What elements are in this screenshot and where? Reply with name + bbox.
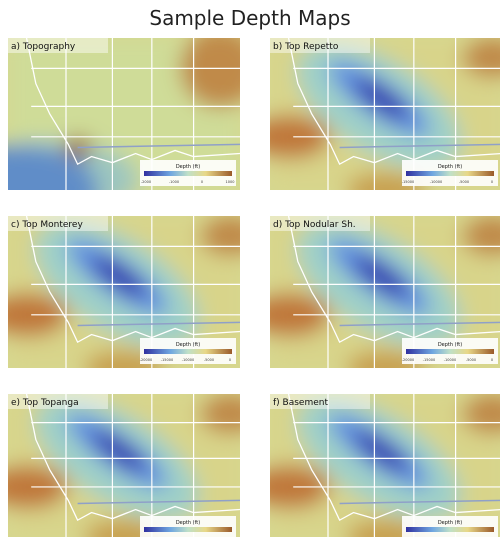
- legend-title: Depth (ft): [176, 342, 200, 348]
- legend-title: Depth (ft): [438, 164, 462, 170]
- label-bg: [8, 216, 108, 231]
- legend-tick-label: -1000: [169, 180, 179, 184]
- depth-map: e) Top Topanga Depth (ft): [8, 394, 240, 537]
- map-field: [8, 38, 240, 190]
- legend-title: Depth (ft): [438, 520, 462, 526]
- legend-tick-label: -10000: [430, 180, 442, 184]
- legend-tick-label: 0: [491, 358, 493, 362]
- panel-label: f) Basement: [273, 398, 328, 408]
- high-east: [200, 394, 240, 434]
- legend-tick-label: -20000: [140, 358, 152, 362]
- legend-tick-label: 0: [201, 180, 203, 184]
- transect: [339, 321, 500, 327]
- colorbar: [406, 349, 494, 354]
- transect: [339, 499, 500, 505]
- legend-tick-label: -10000: [444, 358, 456, 362]
- legend-tick-label: 1000: [226, 180, 235, 184]
- mountains: [180, 38, 240, 108]
- label-bg: [270, 394, 370, 409]
- map-field: [270, 394, 500, 537]
- legend-title: Depth (ft): [176, 164, 200, 170]
- colorbar: [144, 171, 232, 176]
- panel-label: b) Top Repetto: [273, 42, 339, 52]
- deep: [92, 430, 147, 472]
- shelf: [8, 140, 138, 190]
- coastline: [287, 394, 500, 522]
- legend-tick-label: -5000: [204, 358, 214, 362]
- deep: [92, 256, 147, 298]
- colorbar: [144, 349, 232, 354]
- legend-tick-label: -20000: [402, 358, 414, 362]
- depth-map: a) Topography Depth (ft) -2000 -1000 0 1000: [8, 38, 240, 190]
- colorbar: [406, 171, 494, 176]
- label-bg: [270, 216, 370, 231]
- colorbar: [144, 527, 232, 532]
- label-bg: [8, 394, 108, 409]
- coastline: [25, 394, 240, 522]
- transect: [77, 143, 240, 149]
- legend-tick-label: -15000: [423, 358, 435, 362]
- deep: [354, 256, 409, 298]
- transect: [77, 321, 240, 327]
- legend-tick-label: -15000: [161, 358, 173, 362]
- depth-map: c) Top Monterey Depth (ft) -20000 -15000 -10…: [8, 216, 240, 368]
- coastline: [287, 38, 500, 166]
- coastline: [25, 38, 240, 166]
- deep: [354, 78, 409, 120]
- panel-label: e) Top Topanga: [11, 398, 79, 408]
- coastline: [25, 216, 240, 344]
- panel-label: c) Top Monterey: [11, 220, 83, 230]
- transect: [339, 143, 500, 149]
- legend-title: Depth (ft): [438, 342, 462, 348]
- depth-map: b) Top Repetto Depth (ft) -15000 -10000 -500…: [270, 38, 500, 190]
- panel-label: d) Top Nodular Sh.: [273, 220, 356, 230]
- high-east: [462, 394, 500, 434]
- label-bg: [8, 38, 108, 53]
- depth-map: f) Basement Depth (ft): [270, 394, 500, 537]
- map-field: [270, 38, 500, 190]
- legend-tick-label: 0: [229, 358, 231, 362]
- figure-title: Sample Depth Maps: [149, 6, 351, 30]
- legend-tick-label: -15000: [402, 180, 414, 184]
- map-field: [8, 394, 240, 537]
- transect: [77, 499, 240, 505]
- depth-map: d) Top Nodular Sh. Depth (ft) -20000 -15000…: [270, 216, 500, 368]
- label-bg: [270, 38, 370, 53]
- coastline: [287, 216, 500, 344]
- deep: [354, 430, 409, 472]
- colorbar: [406, 527, 494, 532]
- legend-tick-label: -5000: [459, 180, 469, 184]
- legend-title: Depth (ft): [176, 520, 200, 526]
- legend-tick-label: 0: [491, 180, 493, 184]
- legend-tick-label: -10000: [182, 358, 194, 362]
- legend-tick-label: -5000: [466, 358, 476, 362]
- legend-tick-label: -2000: [141, 180, 151, 184]
- panel-label: a) Topography: [11, 42, 76, 52]
